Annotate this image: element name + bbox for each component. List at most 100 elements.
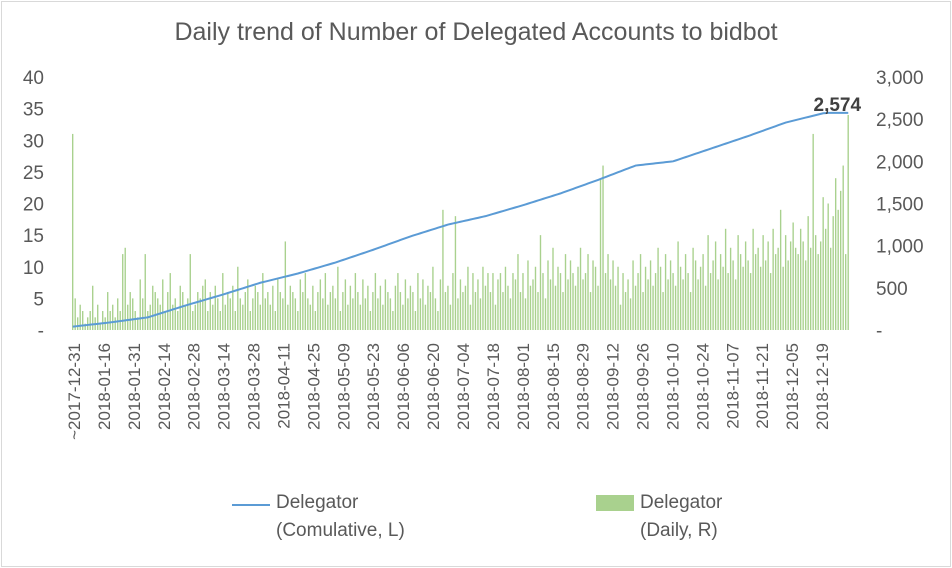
daily-bar <box>434 298 437 331</box>
daily-bar <box>244 292 246 330</box>
daily-bar <box>314 311 317 330</box>
daily-bar <box>309 304 312 330</box>
left-axis-tick: 5 <box>33 289 44 310</box>
daily-bar <box>612 260 614 330</box>
daily-bar <box>749 273 752 330</box>
x-axis-tick: 2018-05-23 <box>364 343 383 430</box>
daily-bar <box>564 254 567 330</box>
daily-bar <box>114 317 116 330</box>
daily-bar <box>272 285 274 330</box>
daily-bar <box>604 273 607 330</box>
daily-bar <box>412 292 414 330</box>
daily-bar <box>342 292 344 330</box>
daily-bar <box>789 241 792 330</box>
daily-bar <box>352 298 354 331</box>
daily-bar <box>754 254 757 330</box>
daily-bar <box>162 279 164 330</box>
daily-bar <box>824 228 827 330</box>
daily-bar <box>492 273 494 330</box>
daily-bar <box>327 304 329 330</box>
daily-bar <box>737 235 739 331</box>
daily-bar <box>534 266 537 330</box>
daily-bar <box>279 292 282 330</box>
x-axis-tick: ~2017-12-31 <box>65 343 84 440</box>
daily-bar <box>267 292 269 330</box>
x-axis-tick: 2018-08-15 <box>544 343 563 430</box>
daily-bar <box>169 273 171 330</box>
daily-bar <box>809 247 812 330</box>
x-axis-tick: 2018-10-10 <box>664 343 683 430</box>
daily-bar <box>402 304 404 330</box>
daily-bar <box>439 279 442 330</box>
daily-bar <box>662 292 664 330</box>
daily-bar <box>364 298 367 331</box>
right-axis-tick: 2,000 <box>876 152 924 173</box>
left-axis-tick: 35 <box>23 100 44 121</box>
daily-bar <box>444 292 447 330</box>
daily-bar <box>764 260 767 330</box>
daily-bar <box>372 292 374 330</box>
daily-bar <box>569 260 572 330</box>
daily-bar <box>597 285 599 330</box>
daily-bar <box>547 260 549 330</box>
right-axis-tick: - <box>876 321 882 342</box>
daily-bar <box>469 304 472 330</box>
daily-bar <box>522 273 524 330</box>
daily-bar <box>602 165 604 330</box>
daily-bar <box>129 292 131 330</box>
daily-bar <box>447 285 449 330</box>
daily-bar <box>634 285 637 330</box>
daily-bar <box>677 241 679 330</box>
x-axis-tick: 2018-04-11 <box>275 343 294 429</box>
daily-bar <box>827 203 829 330</box>
daily-bar <box>842 165 844 330</box>
daily-bar <box>452 273 454 330</box>
x-axis-tick: 2018-02-28 <box>185 343 204 430</box>
daily-bar <box>407 298 409 331</box>
daily-bar <box>137 317 139 330</box>
daily-bar <box>539 235 542 331</box>
left-axis-tick: 25 <box>23 163 44 184</box>
daily-bar <box>499 273 502 330</box>
daily-bar <box>562 292 564 330</box>
daily-bar <box>184 304 186 330</box>
daily-bar <box>659 266 662 330</box>
daily-bar <box>519 292 522 330</box>
daily-bar <box>587 254 589 330</box>
left-axis-tick: 40 <box>23 68 44 89</box>
daily-bar <box>584 273 587 330</box>
daily-bar <box>479 298 482 331</box>
daily-bar <box>772 228 774 330</box>
daily-bar <box>99 323 101 330</box>
daily-bar <box>264 298 266 331</box>
daily-bar <box>767 241 769 330</box>
daily-bar <box>654 273 657 330</box>
daily-bar <box>437 311 439 330</box>
daily-bar <box>297 311 299 330</box>
daily-bar <box>102 311 104 330</box>
daily-bar <box>532 279 534 330</box>
daily-bar <box>204 279 206 330</box>
daily-bar <box>524 298 527 331</box>
x-axis-ticks: ~2017-12-31 2018-01-16 2018-01-31 2018-02-1… <box>65 343 832 440</box>
daily-bar <box>374 273 377 330</box>
daily-bar <box>494 304 497 330</box>
daily-bar <box>834 178 837 330</box>
daily-bar <box>714 241 717 330</box>
daily-bar <box>845 254 847 330</box>
daily-bar <box>782 266 784 330</box>
daily-bar <box>794 247 797 330</box>
daily-bar <box>237 266 239 330</box>
right-axis-ticks: 3,000 2,500 2,000 1,500 1,000 500 - <box>876 68 924 342</box>
daily-bar <box>97 304 99 330</box>
daily-bar <box>477 279 479 330</box>
daily-bar <box>307 298 309 331</box>
daily-bar <box>389 298 392 331</box>
x-axis-tick: 2018-07-04 <box>454 343 473 430</box>
daily-bar <box>164 311 166 330</box>
daily-bar <box>299 279 302 330</box>
daily-bar <box>652 285 654 330</box>
daily-bar <box>552 247 554 330</box>
right-axis-tick: 500 <box>876 279 908 300</box>
daily-bar <box>589 292 592 330</box>
